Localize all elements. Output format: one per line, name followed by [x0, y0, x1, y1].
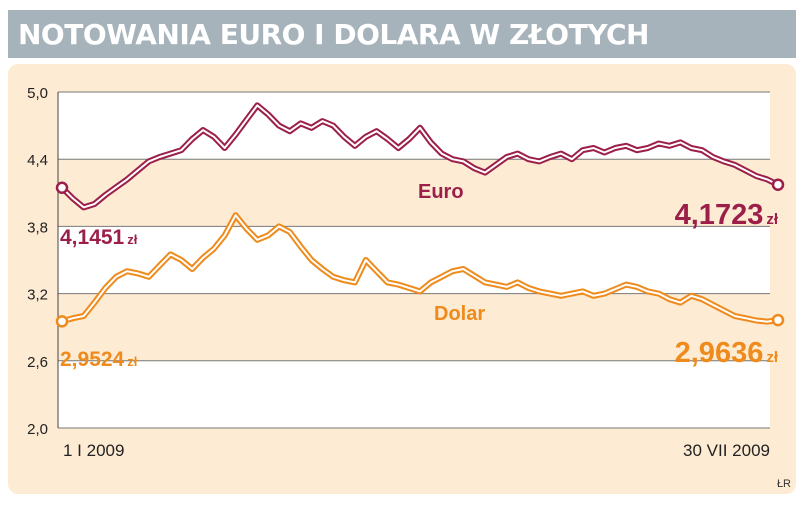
series-end-value: 4,1723 zł — [675, 199, 779, 231]
title-bar — [8, 10, 796, 58]
series-start-value: 4,1451 zł — [60, 226, 138, 249]
credit-label: ŁR — [776, 478, 791, 490]
series-name-label: Euro — [418, 181, 464, 203]
y-tick-label: 2,0 — [27, 421, 48, 438]
unit-label: zł — [127, 354, 138, 369]
y-tick-label: 5,0 — [27, 85, 48, 102]
y-tick-label: 4,4 — [27, 152, 48, 169]
series-start-point — [55, 315, 69, 328]
unit-label: zł — [766, 349, 779, 366]
series-name-label: Dolar — [434, 303, 485, 325]
x-end-label: 30 VII 2009 — [683, 441, 770, 460]
series-end-point — [771, 313, 785, 327]
series-line-inner-dolar — [61, 214, 779, 323]
series-start-point — [55, 181, 69, 194]
x-start-label: 1 I 2009 — [63, 441, 124, 460]
y-tick-label: 3,8 — [27, 219, 48, 236]
unit-label: zł — [766, 211, 779, 228]
y-tick-label: 3,2 — [27, 287, 48, 304]
plot-band — [58, 360, 770, 428]
series-start-value: 2,9524 zł — [60, 348, 138, 371]
series-line-inner-euro — [61, 104, 779, 209]
series-end-point — [771, 178, 785, 191]
unit-label: zł — [127, 232, 138, 247]
plot-band — [58, 92, 770, 160]
page-title: NOTOWANIA EURO I DOLARA W ZŁOTYCH — [18, 18, 649, 51]
series-end-value: 2,9636 zł — [675, 337, 779, 369]
chart-panel: 5,0 4,4 3,8 3,2 2,6 2,0 1 I 2009 30 VII 2009 Eur… — [8, 64, 796, 494]
line-chart: 5,0 4,4 3,8 3,2 2,6 2,0 1 I 2009 30 VII 2009 Eur… — [27, 85, 785, 460]
y-tick-label: 2,6 — [27, 354, 48, 371]
